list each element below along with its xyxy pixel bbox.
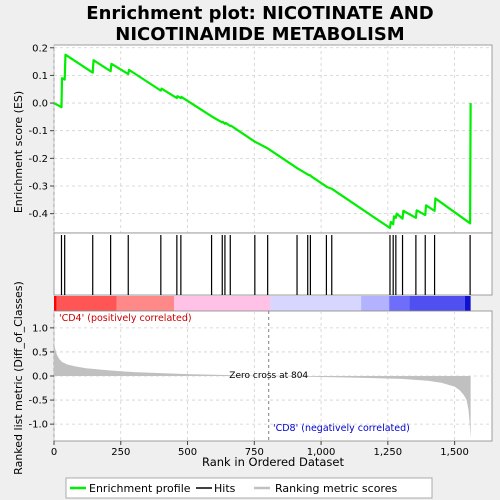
legend-enrichment-label: Enrichment profile	[89, 482, 191, 495]
legend-hits-label: Hits	[214, 482, 236, 495]
gradient-segment	[54, 296, 57, 311]
gradient-segment	[464, 296, 471, 311]
x-tick-label: 1,500	[440, 447, 469, 458]
legend: Enrichment profile Hits Ranking metric s…	[65, 477, 433, 499]
legend-metric-label: Ranking metric scores	[275, 482, 397, 495]
zero-cross-label: Zero cross at 804	[229, 371, 308, 381]
rank-gradient-bar	[54, 296, 471, 311]
x-tick-label: 750	[245, 447, 264, 458]
metric-y-axis: 1.0 0.5 0.0 -0.5 -1.0	[28, 323, 54, 431]
hits-panel	[53, 232, 493, 296]
enrichment-score-panel: 0.2 0.1 0.0 -0.1 -0.2 -0.3 -0.4 Enrichment sco…	[12, 43, 493, 234]
chart-title-line-2: NICOTINAMIDE METABOLISM	[115, 24, 404, 45]
gradient-segment	[361, 296, 390, 311]
es-y-tick-label: -0.3	[28, 182, 48, 193]
gradient-segment	[116, 296, 175, 311]
es-gridlines	[53, 45, 492, 233]
es-y-tick-label: 0.2	[32, 43, 48, 54]
metric-gridlines	[53, 311, 492, 441]
metric-y-axis-label: Ranked list metric (Diff_of_Classes)	[12, 281, 25, 475]
x-tick-label: 1,250	[374, 447, 403, 458]
x-tick-label: 250	[111, 447, 130, 458]
es-y-tick-label: 0.1	[32, 71, 48, 82]
gradient-segment	[409, 296, 465, 311]
x-tick-label: 500	[178, 447, 197, 458]
enrichment-profile-line	[53, 53, 472, 230]
negative-class-label: 'CD8' (negatively correlated)	[273, 423, 410, 434]
positive-class-label: 'CD4' (positively correlated)	[59, 313, 192, 324]
x-tick-label: 0	[51, 447, 57, 458]
gradient-segment	[270, 296, 362, 311]
ranked-metric-panel: Zero cross at 804 'CD4' (positively corr…	[12, 281, 493, 475]
metric-y-tick-label: 0.0	[32, 372, 48, 383]
metric-y-tick-label: 0.5	[32, 347, 48, 358]
metric-y-tick-label: 1.0	[32, 323, 48, 334]
x-tick-label: 1,000	[307, 447, 336, 458]
gradient-segment	[56, 296, 117, 311]
es-y-tick-label: -0.4	[28, 209, 48, 220]
es-y-tick-label: -0.1	[28, 126, 48, 137]
es-y-axis: 0.2 0.1 0.0 -0.1 -0.2 -0.3 -0.4	[28, 43, 54, 220]
es-y-tick-label: -0.2	[28, 154, 48, 165]
metric-y-tick-label: -0.5	[28, 396, 48, 407]
metric-x-axis: 0 250 500 750 1,000 1,250 1,500	[51, 441, 469, 458]
gradient-segment	[174, 296, 271, 311]
metric-y-tick-label: -1.0	[28, 420, 48, 431]
gradient-segment	[389, 296, 410, 311]
es-y-axis-label: Enrichment score (ES)	[12, 91, 25, 213]
chart-title-line-1: Enrichment plot: NICOTINATE AND	[86, 3, 433, 24]
es-y-tick-label: 0.0	[32, 99, 48, 110]
hit-markers	[60, 235, 471, 295]
x-axis-label: Rank in Ordered Dataset	[202, 455, 345, 469]
